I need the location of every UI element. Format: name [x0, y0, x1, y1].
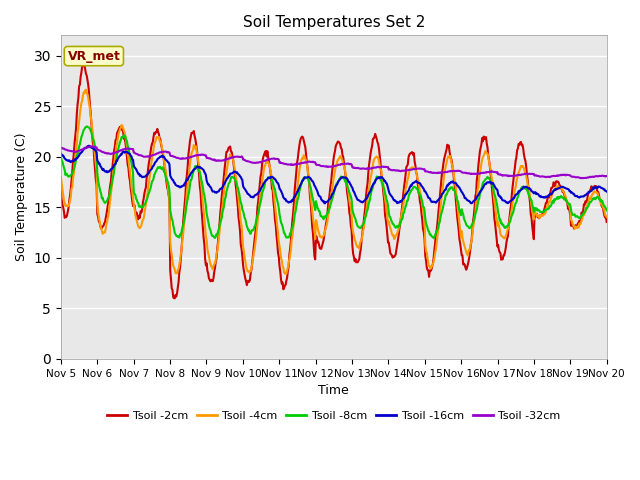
- X-axis label: Time: Time: [319, 384, 349, 397]
- Legend: Tsoil -2cm, Tsoil -4cm, Tsoil -8cm, Tsoil -16cm, Tsoil -32cm: Tsoil -2cm, Tsoil -4cm, Tsoil -8cm, Tsoi…: [102, 407, 565, 425]
- Text: VR_met: VR_met: [67, 49, 120, 62]
- Y-axis label: Soil Temperature (C): Soil Temperature (C): [15, 133, 28, 262]
- Title: Soil Temperatures Set 2: Soil Temperatures Set 2: [243, 15, 425, 30]
